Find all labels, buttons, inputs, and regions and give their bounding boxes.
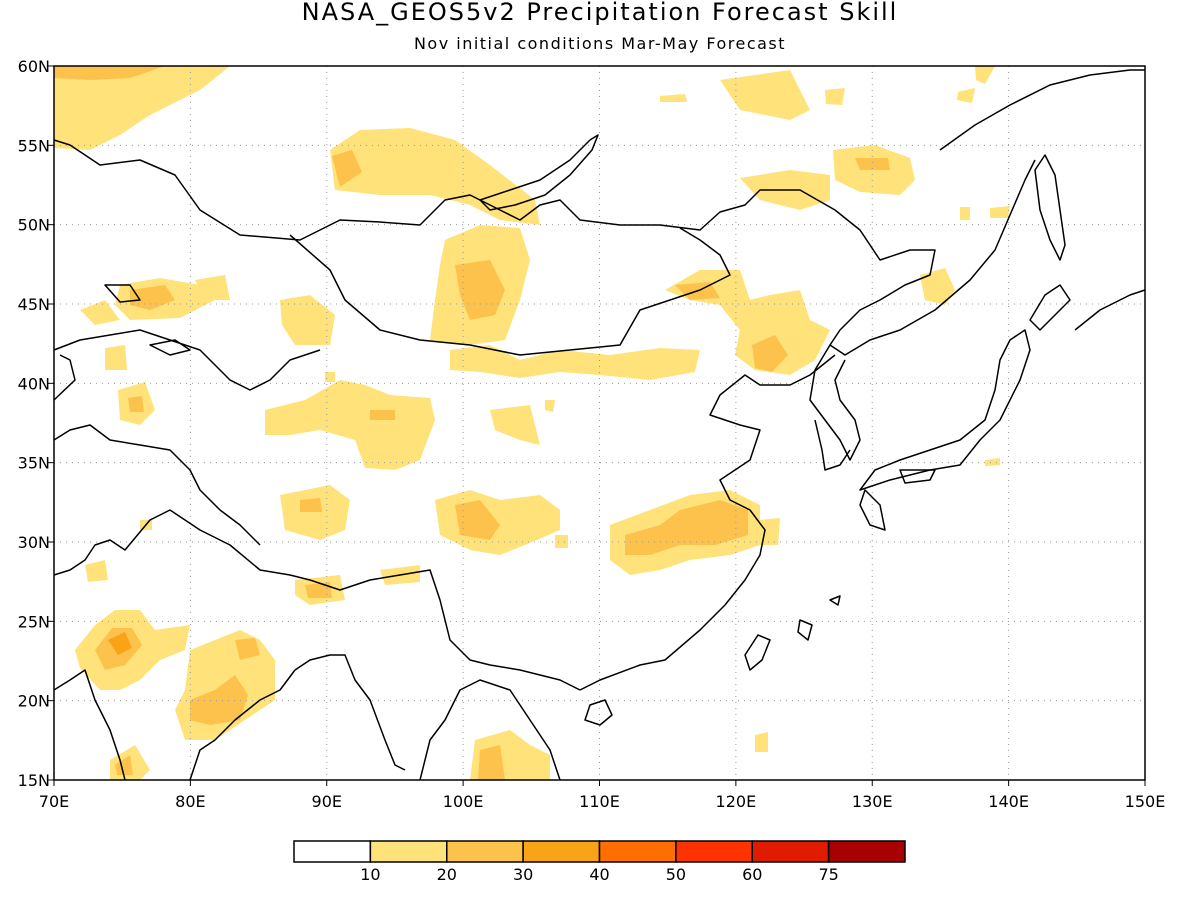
longitude-tick-labels: 70E 80E 90E 100E 110E 120E 130E 140E 150E: [39, 780, 1166, 811]
colorbar-swatch: [446, 840, 524, 863]
y-tick-label: 50N: [18, 216, 50, 235]
lat-lon-grid: [54, 66, 1145, 780]
y-tick-label: 25N: [18, 612, 50, 631]
latitude-tick-labels: 15N 20N 25N 30N 35N 40N 45N 50N 55N 60N: [18, 57, 54, 790]
colorbar-swatch: [293, 840, 372, 863]
x-tick-label: 130E: [852, 792, 893, 811]
colorbar-swatch: [522, 840, 601, 863]
y-tick-label: 30N: [18, 533, 50, 552]
y-tick-label: 45N: [18, 295, 50, 314]
y-tick-label: 15N: [18, 771, 50, 790]
y-tick-label: 20N: [18, 692, 50, 711]
y-tick-label: 60N: [18, 57, 50, 76]
x-tick-label: 70E: [39, 792, 69, 811]
y-tick-label: 35N: [18, 454, 50, 473]
colorbar-label: 75: [818, 865, 838, 884]
colorbar-swatch: [751, 840, 830, 863]
x-tick-label: 140E: [988, 792, 1029, 811]
y-tick-label: 55N: [18, 136, 50, 155]
skill-shading: [54, 66, 1010, 780]
x-tick-label: 150E: [1125, 792, 1166, 811]
y-tick-label: 40N: [18, 374, 50, 393]
coastlines-and-borders: [53, 69, 1146, 781]
colorbar-swatch: [369, 840, 448, 863]
colorbar-label: 40: [589, 865, 609, 884]
colorbar-label: 20: [437, 865, 457, 884]
colorbar-swatch: [598, 840, 677, 863]
x-tick-label: 80E: [175, 792, 205, 811]
colorbar-label: 10: [360, 865, 380, 884]
map-title: NASA_GEOS5v2 Precipitation Forecast Skil…: [301, 0, 899, 26]
colorbar-label: 50: [666, 865, 686, 884]
x-tick-label: 120E: [716, 792, 757, 811]
colorbar-label: 30: [513, 865, 533, 884]
x-tick-label: 110E: [579, 792, 620, 811]
colorbar-swatch: [827, 840, 906, 863]
colorbar-label: 60: [742, 865, 762, 884]
x-tick-label: 100E: [443, 792, 484, 811]
map-subtitle: Nov initial conditions Mar-May Forecast: [413, 34, 787, 53]
colorbar: 10 20 30 40 50 60 75: [293, 840, 906, 884]
x-tick-label: 90E: [312, 792, 342, 811]
colorbar-swatch: [675, 840, 753, 863]
